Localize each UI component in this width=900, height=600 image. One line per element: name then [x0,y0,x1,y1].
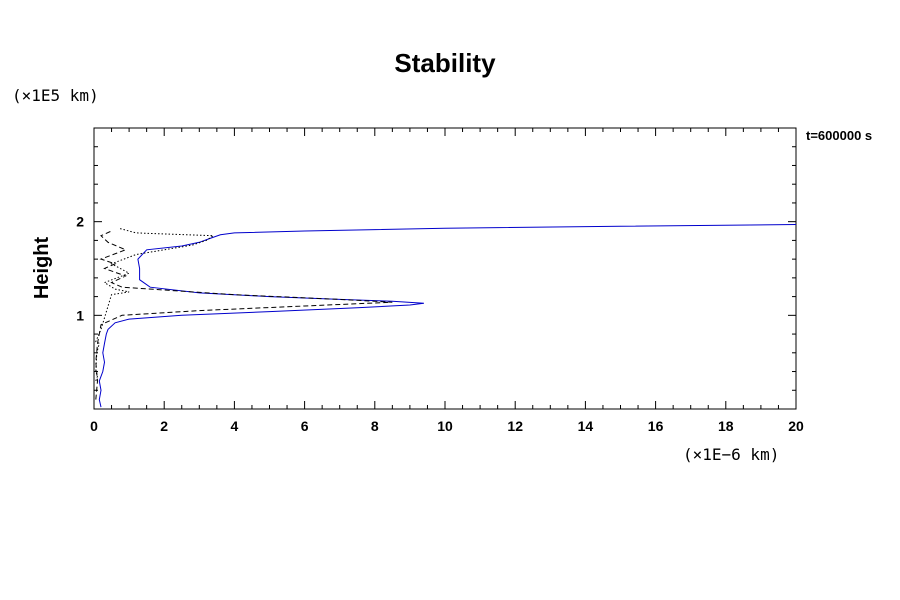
x-tick-label: 0 [90,418,98,434]
x-tick-label: 20 [788,418,804,434]
x-tick-label: 4 [231,418,239,434]
x-tick-label: 14 [578,418,594,434]
x-axis-unit: (×1E−6 km) [683,445,779,464]
y-axis-unit: (×1E5 km) [12,86,99,105]
series-line-1 [98,224,797,408]
y-tick-label: 2 [76,214,84,230]
x-tick-label: 12 [507,418,523,434]
time-label: t=600000 s [806,128,872,143]
series-line-2 [95,230,393,400]
y-tick-label: 1 [76,307,84,323]
x-tick-label: 16 [648,418,664,434]
series-layer [95,224,797,408]
plot-frame [93,127,797,410]
series-line-3 [95,227,215,382]
x-tick-label: 10 [437,418,453,434]
y-axis-label: Height [31,237,53,300]
x-tick-label: 6 [301,418,309,434]
chart-title: Stability [394,48,496,78]
axis-ticks [93,127,797,410]
x-tick-label: 2 [160,418,168,434]
x-tick-label: 8 [371,418,379,434]
x-tick-label: 18 [718,418,734,434]
